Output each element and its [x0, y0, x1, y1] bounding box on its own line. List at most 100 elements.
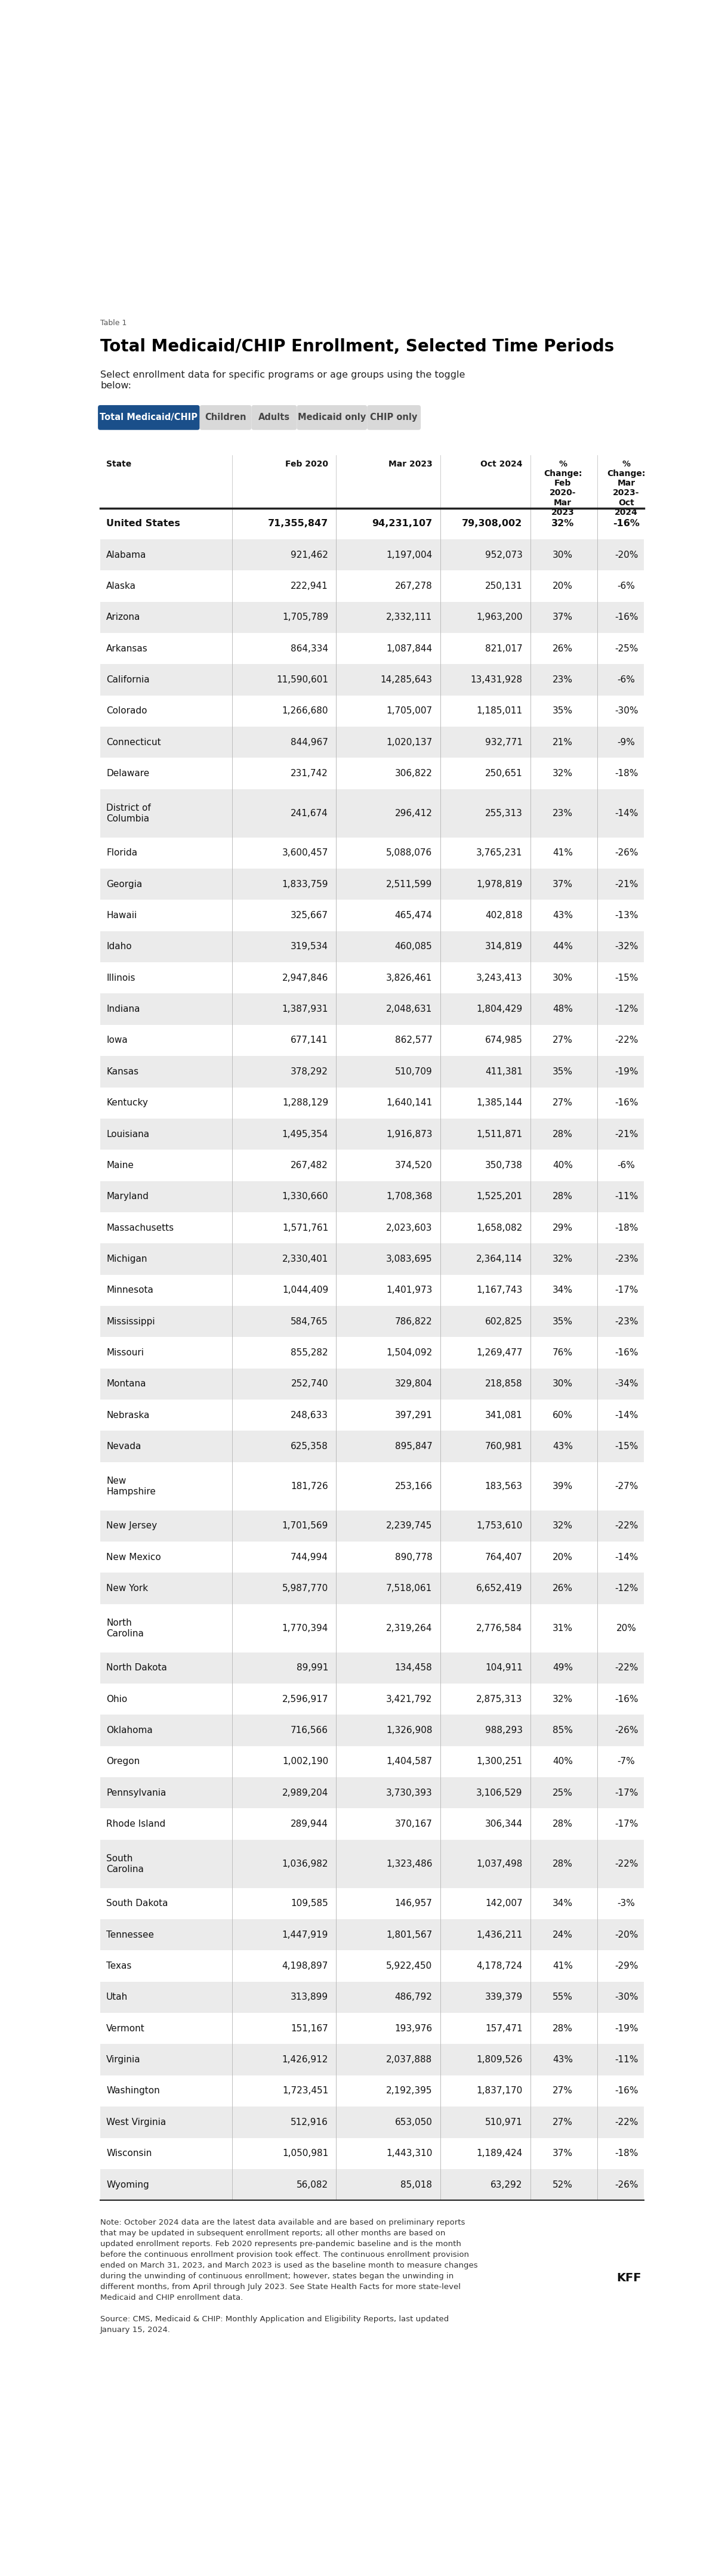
Text: -19%: -19%: [614, 2025, 638, 2032]
Bar: [100, 1275, 644, 1306]
Text: 3,600,457: 3,600,457: [282, 848, 328, 858]
Text: -17%: -17%: [614, 1285, 638, 1296]
Bar: [100, 1919, 644, 1950]
Text: 1,323,486: 1,323,486: [386, 1860, 432, 1868]
Text: 1,770,394: 1,770,394: [282, 1623, 328, 1633]
Bar: [100, 1540, 644, 1574]
Text: Kentucky: Kentucky: [106, 1097, 148, 1108]
Text: 13,431,928: 13,431,928: [470, 675, 523, 685]
Text: -20%: -20%: [614, 1929, 638, 1940]
Bar: [100, 1056, 644, 1087]
Text: 34%: 34%: [553, 1285, 573, 1296]
Text: 151,167: 151,167: [290, 2025, 328, 2032]
Text: 89,991: 89,991: [296, 1664, 328, 1672]
Text: Arkansas: Arkansas: [106, 644, 148, 654]
Text: 1,511,871: 1,511,871: [476, 1131, 523, 1139]
Bar: [100, 868, 644, 899]
Text: 677,141: 677,141: [290, 1036, 328, 1046]
Text: 142,007: 142,007: [485, 1899, 523, 1909]
Text: -19%: -19%: [614, 1066, 638, 1077]
Text: 1,087,844: 1,087,844: [387, 644, 432, 654]
Text: Illinois: Illinois: [106, 974, 135, 981]
Bar: [100, 603, 644, 634]
Text: 895,847: 895,847: [395, 1443, 432, 1450]
Text: Virginia: Virginia: [106, 2056, 141, 2063]
Text: Indiana: Indiana: [106, 1005, 140, 1015]
Text: 29%: 29%: [553, 1224, 573, 1231]
Text: -16%: -16%: [614, 2087, 638, 2094]
Text: 3,730,393: 3,730,393: [386, 1788, 432, 1798]
Text: -13%: -13%: [614, 912, 638, 920]
Text: Total Medicaid/CHIP Enrollment, Selected Time Periods: Total Medicaid/CHIP Enrollment, Selected…: [100, 337, 614, 355]
Text: 1,288,129: 1,288,129: [282, 1097, 328, 1108]
Text: Arizona: Arizona: [106, 613, 141, 621]
Text: 1,037,498: 1,037,498: [476, 1860, 523, 1868]
Text: 890,778: 890,778: [395, 1553, 432, 1561]
Text: 1,640,141: 1,640,141: [386, 1097, 432, 1108]
Text: Children: Children: [205, 412, 246, 422]
Text: 397,291: 397,291: [395, 1412, 432, 1419]
Text: 402,818: 402,818: [485, 912, 523, 920]
Text: 14,285,643: 14,285,643: [381, 675, 432, 685]
Bar: [100, 1306, 644, 1337]
Text: 1,167,743: 1,167,743: [476, 1285, 523, 1296]
Text: Colorado: Colorado: [106, 706, 147, 716]
Text: 109,585: 109,585: [290, 1899, 328, 1909]
Text: 921,462: 921,462: [290, 551, 328, 559]
Text: 306,822: 306,822: [395, 770, 432, 778]
Bar: [100, 1149, 644, 1180]
Text: 1,495,354: 1,495,354: [282, 1131, 328, 1139]
Text: -32%: -32%: [614, 943, 638, 951]
Text: Note: October 2024 data are the latest data available and are based on prelimina: Note: October 2024 data are the latest d…: [100, 2218, 478, 2300]
Text: Rhode Island: Rhode Island: [106, 1819, 165, 1829]
Bar: [100, 1399, 644, 1430]
Text: North Dakota: North Dakota: [106, 1664, 167, 1672]
Text: 27%: 27%: [553, 2117, 573, 2128]
Text: 28%: 28%: [553, 2025, 573, 2032]
Text: 28%: 28%: [553, 1860, 573, 1868]
Text: 32%: 32%: [553, 1255, 573, 1265]
Text: Table 1: Table 1: [100, 319, 127, 327]
Text: Utah: Utah: [106, 1994, 128, 2002]
Bar: [100, 1747, 644, 1777]
Bar: [100, 1430, 644, 1463]
Bar: [100, 788, 644, 837]
Text: -6%: -6%: [617, 1162, 636, 1170]
Text: 28%: 28%: [553, 1819, 573, 1829]
Text: 157,471: 157,471: [485, 2025, 523, 2032]
Text: 1,447,919: 1,447,919: [282, 1929, 328, 1940]
Text: Maryland: Maryland: [106, 1193, 149, 1200]
Text: 21%: 21%: [553, 737, 573, 747]
Text: Delaware: Delaware: [106, 770, 149, 778]
Text: 250,651: 250,651: [485, 770, 523, 778]
Text: Pennsylvania: Pennsylvania: [106, 1788, 166, 1798]
Text: 1,753,610: 1,753,610: [476, 1522, 523, 1530]
Text: 7,518,061: 7,518,061: [386, 1584, 432, 1592]
Text: -22%: -22%: [614, 1522, 638, 1530]
Text: 4,178,724: 4,178,724: [476, 1960, 523, 1971]
Text: 5,088,076: 5,088,076: [386, 848, 432, 858]
Text: -26%: -26%: [614, 1726, 638, 1734]
Bar: [100, 1808, 644, 1839]
Text: 289,944: 289,944: [290, 1819, 328, 1829]
Text: 1,504,092: 1,504,092: [386, 1347, 432, 1358]
Text: CHIP only: CHIP only: [371, 412, 418, 422]
Text: 1,436,211: 1,436,211: [476, 1929, 523, 1940]
Text: 465,474: 465,474: [395, 912, 432, 920]
Text: 2,989,204: 2,989,204: [282, 1788, 328, 1798]
Text: 1,525,201: 1,525,201: [476, 1193, 523, 1200]
Text: KFF: KFF: [617, 2272, 641, 2282]
Text: 374,520: 374,520: [395, 1162, 432, 1170]
Text: 193,976: 193,976: [395, 2025, 432, 2032]
Bar: [100, 757, 644, 788]
Bar: [100, 2076, 644, 2107]
Text: 60%: 60%: [553, 1412, 573, 1419]
Text: Nebraska: Nebraska: [106, 1412, 149, 1419]
Text: 49%: 49%: [553, 1664, 573, 1672]
Text: State: State: [106, 459, 132, 469]
Text: 1,443,310: 1,443,310: [386, 2148, 432, 2159]
Text: 1,701,569: 1,701,569: [282, 1522, 328, 1530]
Text: 43%: 43%: [553, 2056, 573, 2063]
Text: 2,875,313: 2,875,313: [476, 1695, 523, 1703]
Text: Michigan: Michigan: [106, 1255, 147, 1265]
